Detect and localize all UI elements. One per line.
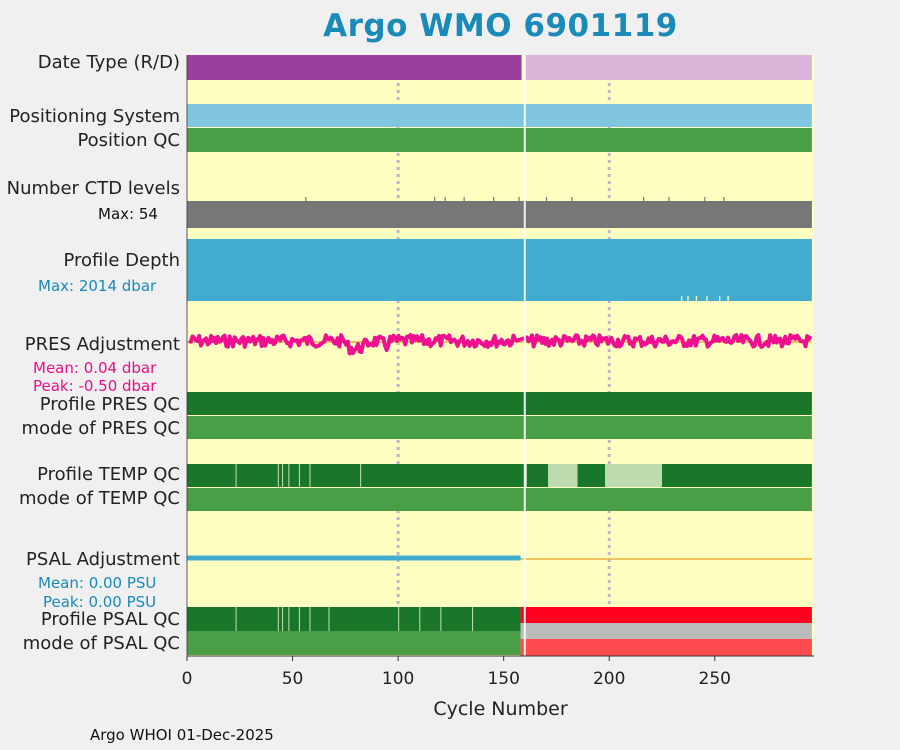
x-tick-label-100: 100 — [382, 669, 414, 689]
temp-qc-light-6 — [360, 464, 362, 487]
label-profile-depth: Profile Depth — [63, 250, 180, 271]
ctd-spike-0 — [305, 197, 307, 201]
date-type-delayed-bar — [524, 55, 812, 80]
label-psal-mean: Mean: 0.00 PSU — [38, 574, 157, 592]
label-pres-qc: Profile PRES QC — [39, 394, 180, 415]
ctd-spike-3 — [463, 197, 465, 201]
temp-qc-light-8 — [548, 464, 578, 487]
psal-qc-bad-bar — [520, 607, 812, 623]
psal-qc-light-0 — [235, 607, 237, 631]
psal-qc-light-7 — [398, 607, 400, 631]
profile-depth-bar — [187, 239, 812, 301]
psal-qc-light-9 — [440, 607, 442, 631]
psal-qc-light-1 — [277, 607, 279, 631]
label-temp-qc: Profile TEMP QC — [37, 464, 180, 485]
temp-qc-bar — [187, 464, 812, 487]
ctd-spike-4 — [493, 197, 495, 201]
chart-title: Argo WMO 6901119 — [323, 8, 678, 44]
psal-qc-good-bar — [187, 607, 521, 631]
label-psal-qc: Profile PSAL QC — [40, 609, 180, 630]
psal-qc-light-2 — [282, 607, 284, 631]
label-psal-adjustment: PSAL Adjustment — [25, 549, 180, 570]
x-tick-label-50: 50 — [282, 669, 304, 689]
ctd-spike-9 — [668, 197, 670, 201]
depth-bump — [657, 297, 679, 301]
depth-notch-2 — [695, 296, 698, 302]
depth-notch-1 — [687, 296, 689, 302]
temp-qc-light-7 — [524, 464, 527, 487]
psal-mode-bad-bar — [520, 639, 812, 656]
label-depth-max: Max: 2014 dbar — [38, 277, 157, 295]
temp-mode-bar — [187, 488, 812, 511]
ctd-spike-5 — [518, 197, 520, 201]
label-pres-mean: Mean: 0.04 dbar — [33, 359, 157, 377]
positioning-system-bar — [187, 104, 812, 127]
label-pres-peak: Peak: -0.50 dbar — [33, 377, 157, 395]
pres-qc-bar — [187, 392, 812, 415]
depth-notch-5 — [727, 296, 729, 302]
label-positioning-system: Positioning System — [9, 106, 180, 127]
footer-credit: Argo WHOI 01-Dec-2025 — [90, 726, 274, 744]
label-position-qc: Position QC — [77, 130, 180, 151]
depth-notch-0 — [681, 296, 683, 302]
label-psal-mode: mode of PSAL QC — [22, 633, 180, 654]
psal-qc-light-5 — [309, 607, 311, 631]
label-date-type: Date Type (R/D) — [37, 52, 180, 73]
ctd-spike-8 — [643, 197, 645, 201]
label-temp-mode: mode of TEMP QC — [18, 488, 180, 509]
x-tick-label-200: 200 — [593, 669, 625, 689]
x-axis-label: Cycle Number — [433, 698, 568, 720]
ctd-spike-7 — [571, 197, 573, 201]
psal-qc-light-10 — [472, 607, 474, 631]
ctd-spike-10 — [704, 197, 706, 201]
temp-qc-light-4 — [298, 464, 300, 487]
ctd-spike-11 — [723, 197, 725, 201]
label-pres-mode: mode of PRES QC — [21, 418, 180, 439]
temp-qc-light-0 — [235, 464, 237, 487]
pres-mode-bar — [187, 416, 812, 439]
psal-qc-light-6 — [328, 607, 330, 631]
temp-qc-light-2 — [282, 464, 284, 487]
psal-mode-good-bar — [187, 631, 521, 655]
ctd-spike-2 — [444, 197, 446, 201]
temp-qc-light-9 — [605, 464, 662, 487]
depth-notch-3 — [706, 296, 708, 302]
psal-qc-light-3 — [288, 607, 290, 631]
pres-adjustment-line — [188, 333, 813, 356]
date-type-realtime-bar — [187, 55, 522, 80]
ctd-spike-1 — [434, 197, 436, 201]
psal-qc-light-4 — [298, 607, 300, 631]
label-ctd-levels: Number CTD levels — [6, 178, 180, 199]
label-psal-peak: Peak: 0.00 PSU — [43, 593, 157, 611]
x-tick-label-150: 150 — [487, 669, 519, 689]
temp-qc-light-3 — [288, 464, 290, 487]
label-ctd-max: Max: 54 — [98, 205, 158, 223]
x-tick-label-0: 0 — [182, 669, 193, 689]
psal-qc-light-8 — [419, 607, 421, 631]
ctd-spike-6 — [545, 197, 548, 201]
temp-qc-light-5 — [309, 464, 311, 487]
ctd-levels-bar — [187, 201, 812, 228]
label-pres-adjustment: PRES Adjustment — [24, 334, 180, 355]
x-tick-label-250: 250 — [699, 669, 731, 689]
psal-qc-gray-bar — [520, 623, 812, 639]
temp-qc-light-1 — [277, 464, 279, 487]
depth-notch-4 — [719, 296, 721, 302]
position-qc-bar — [187, 128, 812, 152]
